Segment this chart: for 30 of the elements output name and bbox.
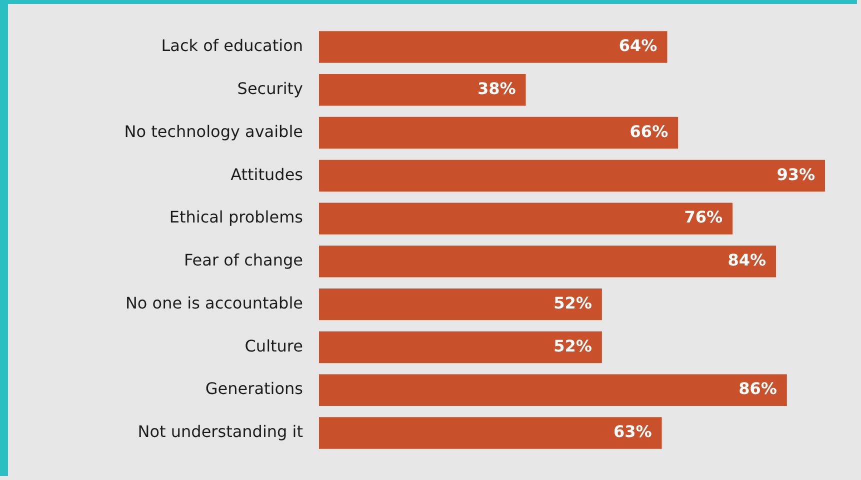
y-tick-label: No technology avaible <box>124 122 303 141</box>
data-label: 63% <box>613 422 652 442</box>
bar <box>319 331 602 364</box>
y-tick-label: Generations <box>205 379 303 398</box>
bar <box>319 116 678 149</box>
data-label: 93% <box>776 164 815 184</box>
data-label: 76% <box>684 208 723 227</box>
y-tick-label: Fear of change <box>184 250 303 270</box>
y-tick-label: No one is accountable <box>125 293 303 312</box>
bar <box>319 246 776 278</box>
data-label: 38% <box>477 79 516 98</box>
data-label: 66% <box>630 122 668 141</box>
data-label: 86% <box>738 379 777 398</box>
y-tick-label: Attitudes <box>230 164 303 184</box>
data-label: 52% <box>554 293 592 312</box>
y-tick-label: Culture <box>244 336 303 356</box>
data-label: 52% <box>554 336 592 356</box>
data-label: 64% <box>618 36 658 56</box>
y-tick-label: Security <box>237 79 303 98</box>
bar <box>319 202 733 234</box>
y-tick-label: Ethical problems <box>169 208 303 227</box>
y-tick-label: Lack of education <box>161 36 303 56</box>
bar <box>319 160 825 192</box>
bar <box>319 288 602 320</box>
bar <box>319 374 787 406</box>
data-label: 84% <box>728 250 766 270</box>
bar <box>319 417 662 449</box>
y-tick-label: Not understanding it <box>138 422 303 442</box>
bar <box>319 74 526 106</box>
bar <box>319 31 668 63</box>
